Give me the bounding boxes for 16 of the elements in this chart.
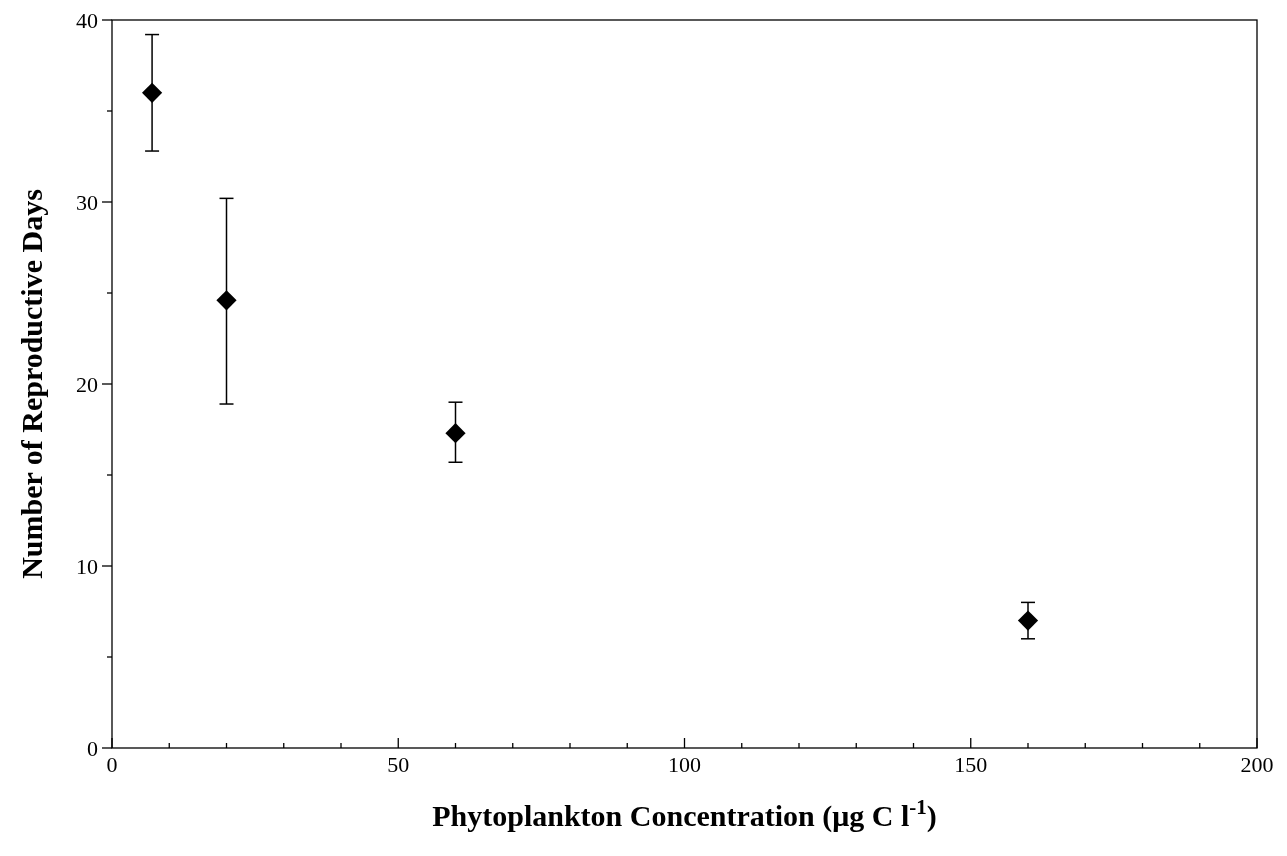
y-tick-label: 30 xyxy=(76,189,98,215)
point xyxy=(1017,610,1039,631)
x-tick-label: 100 xyxy=(668,752,701,777)
x-tick-label: 50 xyxy=(387,752,410,777)
point xyxy=(216,290,237,311)
x-tick-label: 200 xyxy=(1240,752,1274,777)
y-tick-label: 20 xyxy=(76,371,98,397)
y-axis-title: Number of Reproductive Days xyxy=(15,189,48,579)
point xyxy=(141,82,163,103)
y-tick-label: 0 xyxy=(87,735,98,761)
y-tick-label: 10 xyxy=(76,553,98,579)
x-axis-title: Phytoplankton Concentration (μg C l$^{-1}$) xyxy=(432,795,937,833)
x-tick-label: 150 xyxy=(954,752,988,777)
x-tick-label: 0 xyxy=(106,752,118,777)
point xyxy=(445,423,466,444)
y-tick-label: 40 xyxy=(76,7,98,33)
